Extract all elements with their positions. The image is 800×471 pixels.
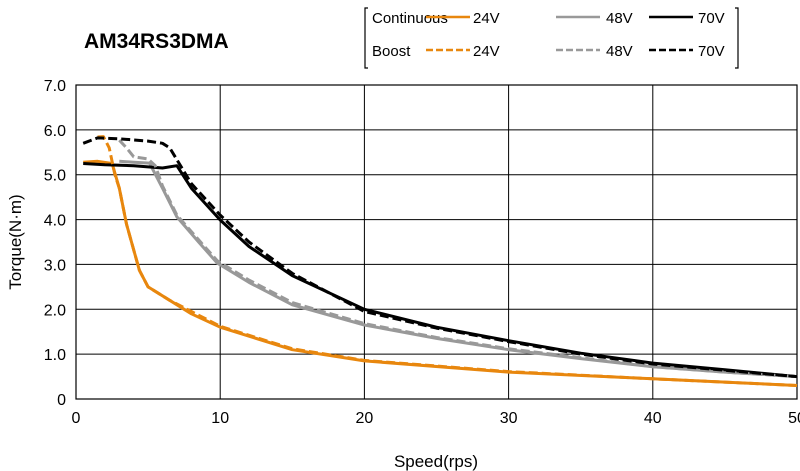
y-tick-label: 1.0: [44, 347, 66, 364]
legend: Continuous Boost 24V 48V 70V 24V 48V 70V: [364, 7, 739, 69]
y-tick-label: 7.0: [44, 78, 66, 95]
series-line-continuous-70v: [83, 162, 798, 379]
legend-label-boost-70v: 70V: [698, 43, 725, 60]
chart-title: AM34RS3DMA: [84, 30, 229, 53]
y-tick-label: 0: [57, 392, 66, 409]
series-line-boost-48v: [118, 139, 798, 379]
series-line-boost-70v: [82, 136, 798, 379]
legend-label-continuous-24v: 24V: [473, 10, 500, 27]
plot-frame: [75, 84, 798, 400]
series-line-continuous-24v: [83, 159, 798, 387]
y-tick-label: 4.0: [44, 213, 66, 230]
legend-label-boost-24v: 24V: [473, 43, 500, 60]
legend-label-continuous-48v: 48V: [606, 10, 633, 27]
x-tick-label: 40: [644, 410, 662, 427]
series-line-continuous-48v: [119, 159, 798, 379]
x-tick-label: 20: [356, 410, 374, 427]
y-axis-label: Torque(N·m): [6, 194, 25, 289]
y-tick-label: 6.0: [44, 123, 66, 140]
legend-label-boost-48v: 48V: [606, 43, 633, 60]
y-tick-label: 3.0: [44, 257, 66, 274]
legend-continuous-label: Continuous: [372, 10, 448, 27]
series-line-boost-24v: [97, 135, 798, 387]
x-tick-label: 50: [788, 410, 800, 427]
x-tick-label: 10: [211, 410, 229, 427]
legend-boost-label: Boost: [372, 43, 411, 60]
y-tick-label: 5.0: [44, 168, 66, 185]
x-tick-label: 0: [72, 410, 81, 427]
legend-label-continuous-70v: 70V: [698, 10, 725, 27]
x-axis-label: Speed(rps): [394, 452, 478, 471]
y-tick-label: 2.0: [44, 302, 66, 319]
x-tick-label: 30: [500, 410, 518, 427]
